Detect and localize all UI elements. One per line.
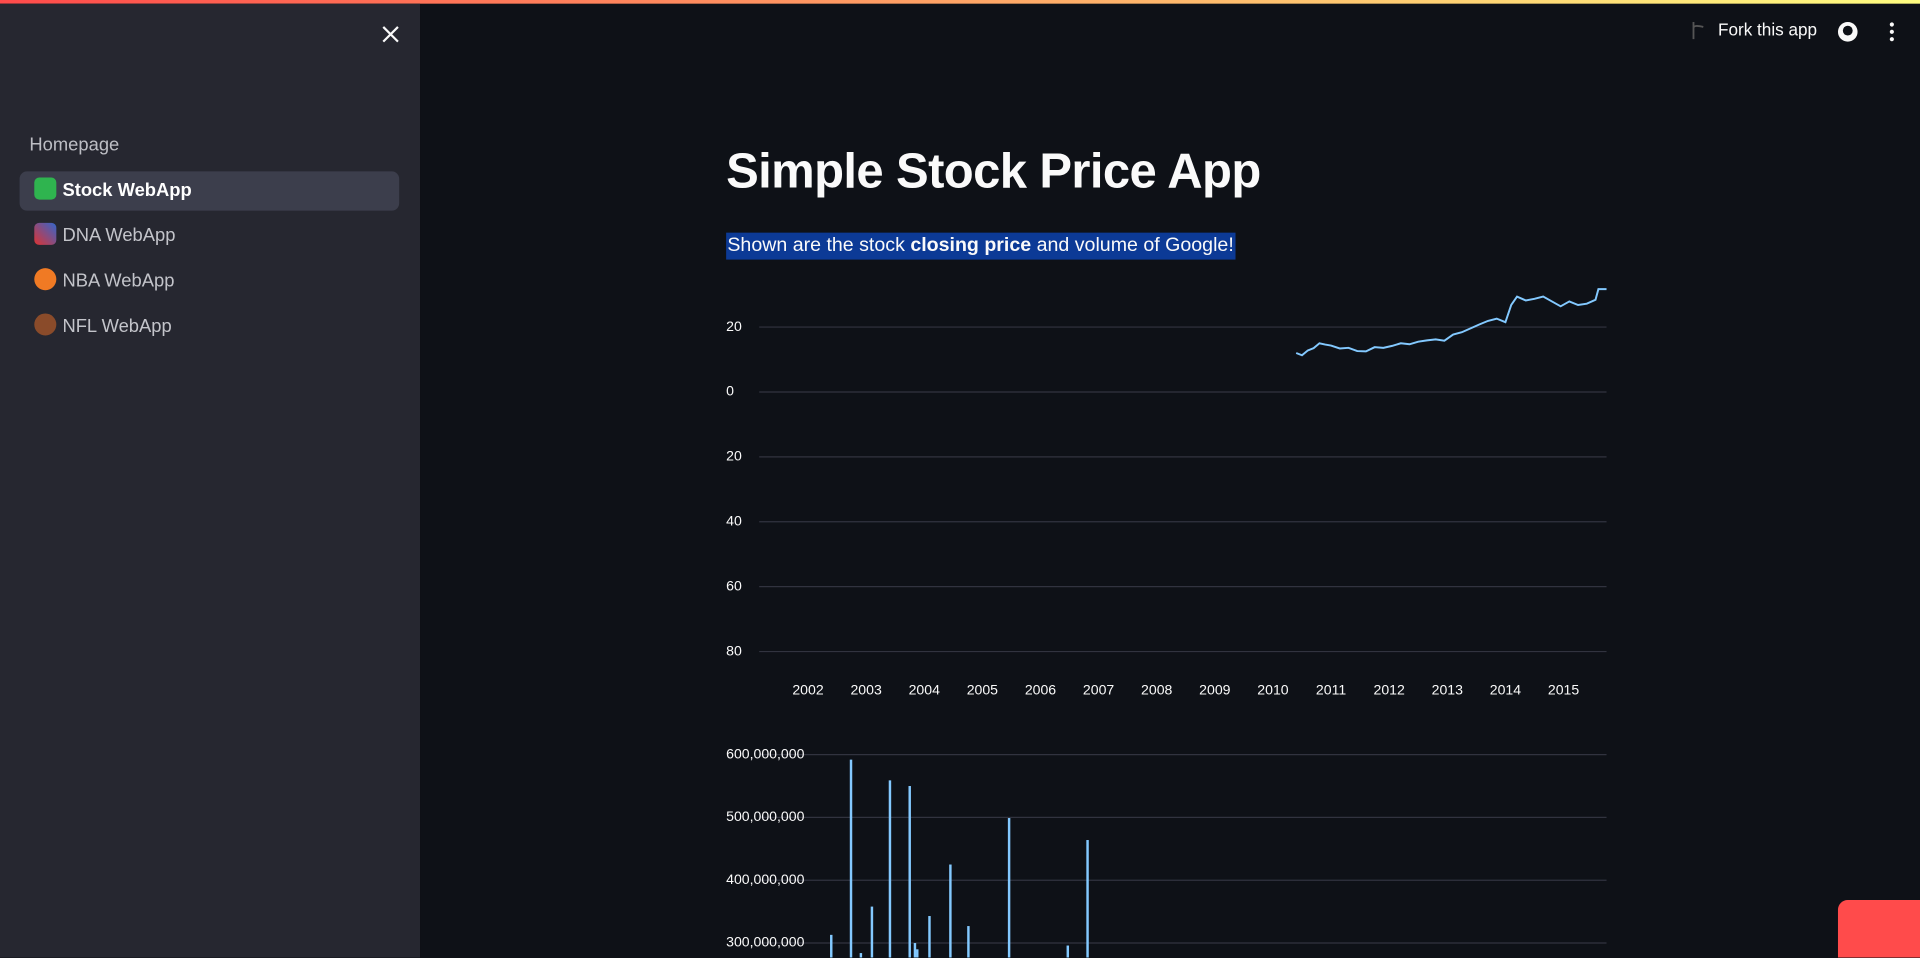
x-tick-label: 2002: [792, 681, 823, 697]
price-line: [1295, 288, 1607, 357]
volume-bar: [908, 786, 911, 958]
volume-bar: [967, 926, 970, 958]
nav-homepage[interactable]: Homepage: [29, 134, 120, 156]
text: Shown are the stock: [727, 235, 911, 256]
y-tick-label: 400,000,000: [726, 871, 804, 887]
x-tick-label: 2006: [1025, 681, 1056, 697]
x-tick-label: 2007: [1083, 681, 1114, 697]
x-tick-label: 2010: [1257, 681, 1288, 697]
icon: [34, 313, 57, 336]
streamlit-badge[interactable]: [1837, 900, 1920, 958]
volume-bar: [913, 943, 917, 958]
x-tick-label: 2009: [1199, 681, 1230, 697]
github-icon[interactable]: [1837, 21, 1859, 43]
description: Shown are the stock closing price and vo…: [726, 232, 1235, 260]
nav-item[interactable]: DNA WebApp: [20, 217, 400, 256]
icon: [34, 222, 57, 245]
fork-button[interactable]: Fork this app: [1717, 19, 1818, 40]
icon: [34, 177, 57, 200]
volume-bar: [1066, 945, 1070, 958]
bold-text: closing price: [910, 235, 1032, 256]
volume-bar: [859, 953, 863, 958]
x-tick-label: 2015: [1548, 681, 1579, 697]
volume-bar: [849, 759, 853, 958]
text: and volume of Google!: [1031, 235, 1234, 256]
volume-bar: [949, 864, 952, 958]
x-tick-label: 2008: [1141, 681, 1172, 697]
y-tick-label: 80: [726, 642, 742, 658]
sidebar: Homepage Stock WebApp DNA WebApp NBA Web…: [0, 3, 421, 958]
y-tick-label: 600,000,000: [726, 745, 804, 761]
y-tick-label: 20: [726, 448, 742, 464]
x-tick-label: 2003: [850, 681, 881, 697]
nav-label: DNA WebApp: [62, 225, 176, 247]
nav-label: NBA WebApp: [62, 270, 175, 292]
x-tick-label: 2011: [1316, 681, 1346, 697]
x-tick-label: 2013: [1432, 681, 1463, 697]
nav-item[interactable]: NFL WebApp: [20, 307, 400, 346]
y-tick-label: 40: [726, 512, 742, 528]
y-tick-label: 300,000,000: [726, 934, 804, 950]
decoration-bar: [0, 0, 1920, 4]
nav-item[interactable]: Stock WebApp: [19, 171, 400, 211]
y-tick-label: 60: [726, 577, 742, 593]
volume-bar: [830, 934, 833, 958]
y-tick-label: 20: [726, 318, 742, 334]
x-tick-label: 2004: [909, 681, 940, 697]
volume-bar: [888, 780, 892, 958]
x-tick-label: 2014: [1490, 681, 1521, 697]
volume-bar: [928, 916, 931, 958]
x-tick-label: 2012: [1374, 681, 1405, 697]
volume-bar: [1007, 818, 1011, 958]
nav-label: Stock WebApp: [62, 180, 192, 201]
nav-item[interactable]: NBA WebApp: [20, 262, 400, 301]
page-title: Simple Stock Price App: [726, 144, 1261, 199]
nav-label: NFL WebApp: [62, 315, 172, 337]
y-tick-label: 500,000,000: [726, 808, 804, 824]
menu-button[interactable]: [1886, 21, 1898, 43]
y-tick-label: 0: [726, 383, 734, 399]
icon: [34, 268, 57, 291]
close-button[interactable]: [380, 23, 402, 45]
x-tick-label: 2005: [967, 681, 998, 697]
volume-bar: [1086, 840, 1089, 958]
volume-bar: [870, 906, 874, 958]
fork-icon: [1692, 22, 1704, 40]
volume-bar: [916, 949, 919, 958]
